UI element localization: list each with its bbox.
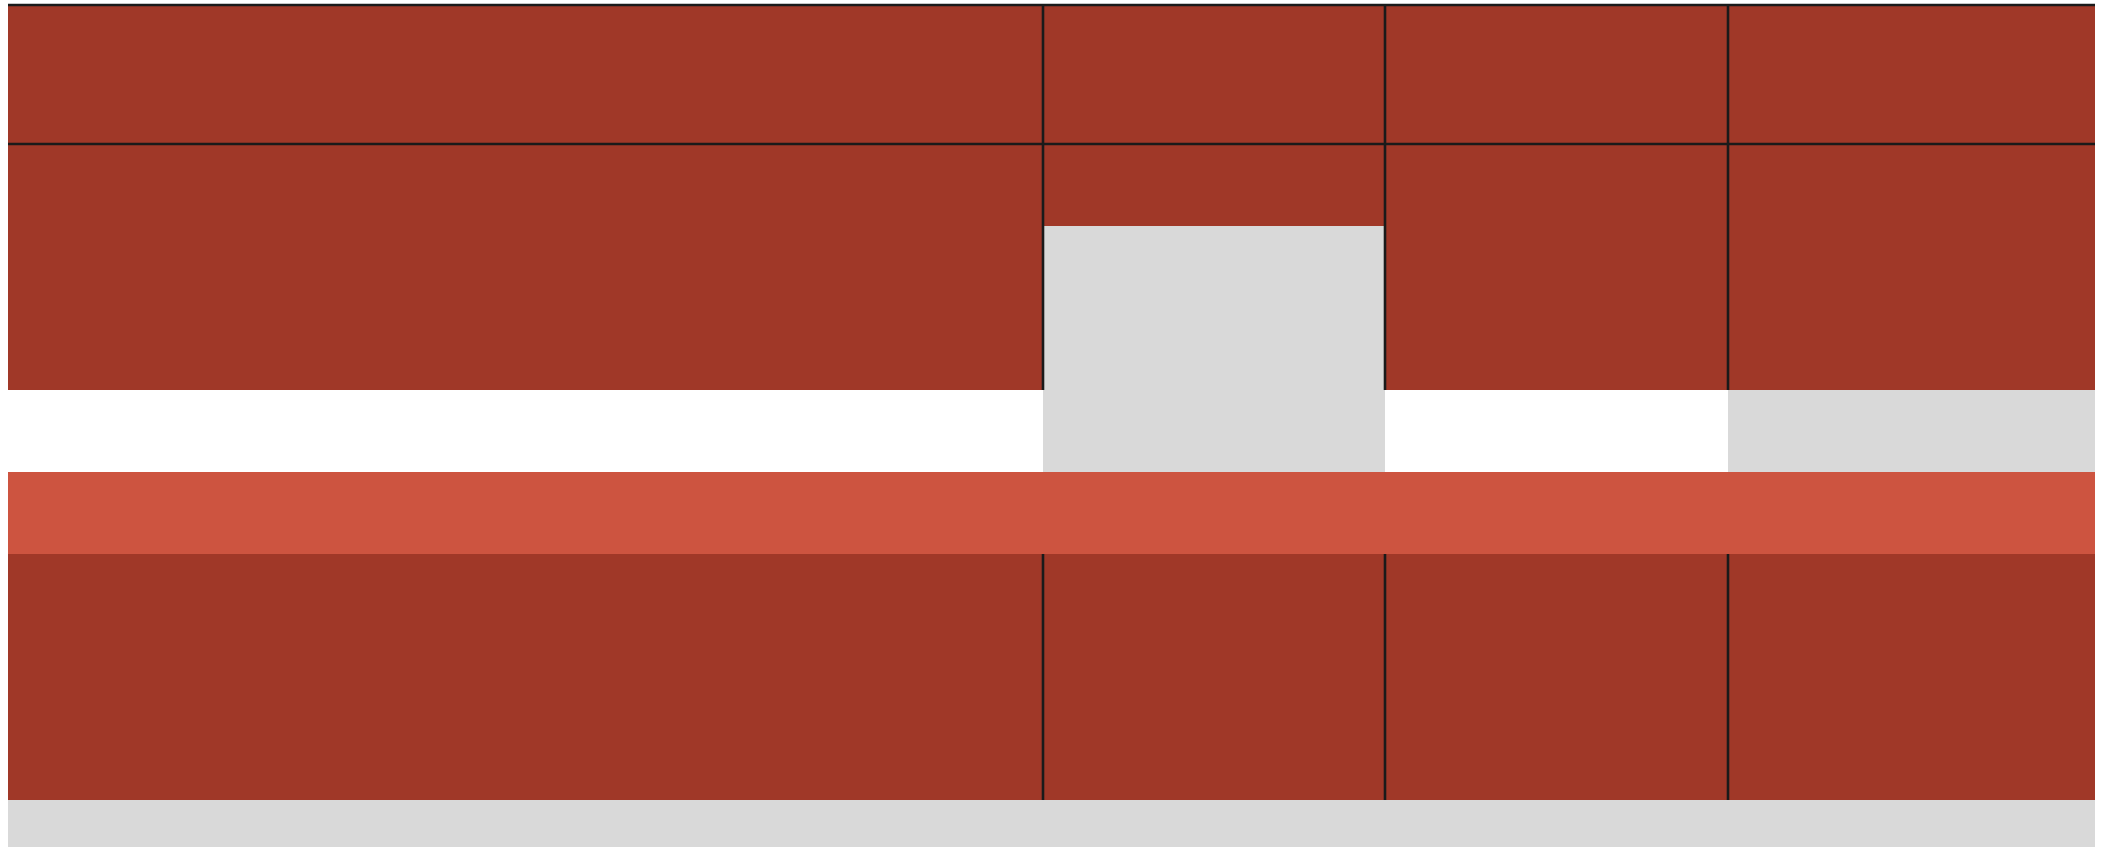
white-cell [8, 390, 1043, 472]
gray-cell [1728, 390, 2095, 472]
footer-strip [8, 800, 2095, 847]
highlight-row [8, 472, 2095, 554]
gray-cell [1043, 226, 1385, 472]
white-cell [1385, 390, 1728, 472]
lower-block [8, 554, 2095, 800]
